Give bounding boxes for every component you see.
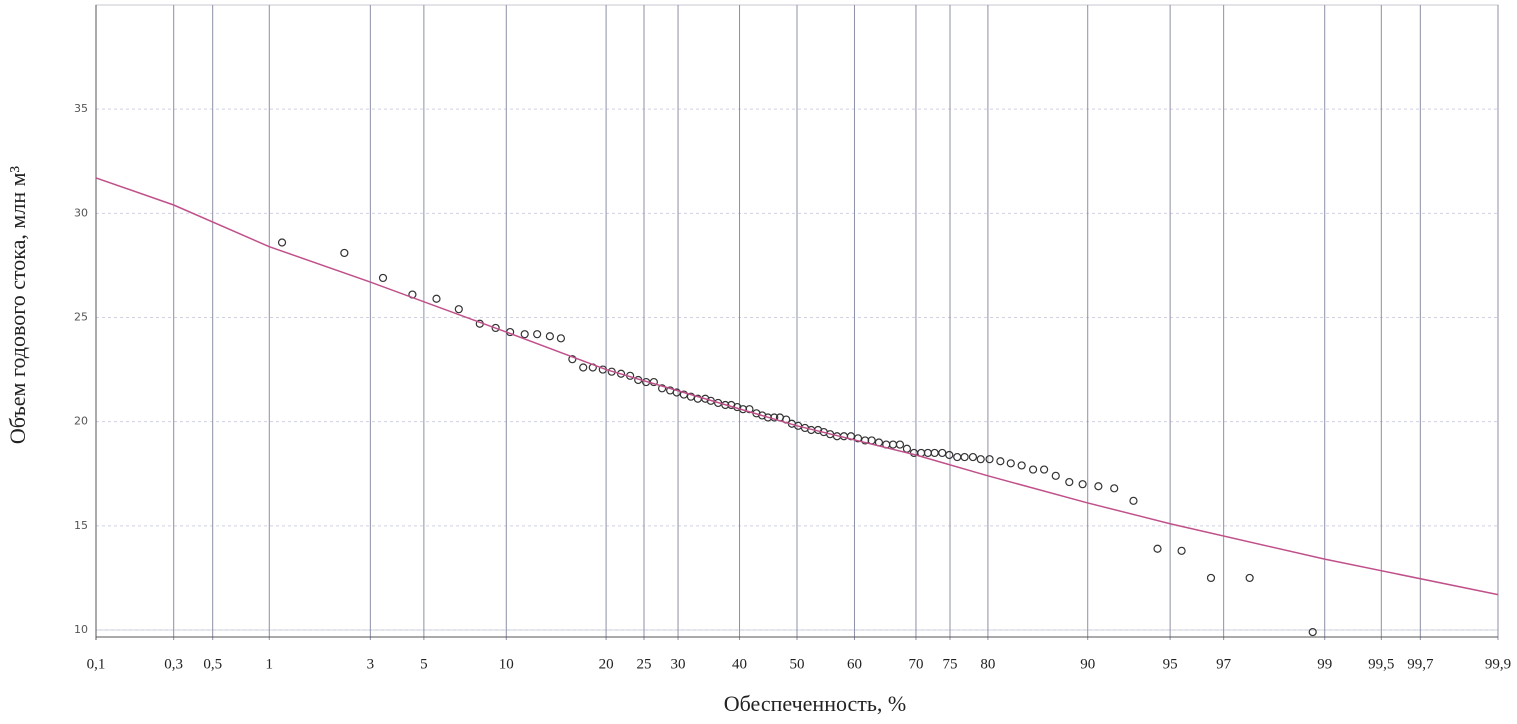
data-point: [491, 323, 500, 333]
data-point: [1006, 459, 1015, 468]
data-point: [1153, 544, 1162, 553]
x-tick-label: 99,9: [1485, 656, 1511, 672]
x-tick-label: 25: [636, 656, 651, 672]
y-tick-label: 15: [74, 519, 88, 532]
data-point: [996, 457, 1005, 466]
x-tick-label: 97: [1216, 656, 1232, 672]
data-point: [378, 273, 388, 283]
x-tick-label: 90: [1080, 656, 1095, 672]
data-point: [938, 448, 947, 458]
data-point: [533, 330, 542, 339]
x-tick-label: 1: [266, 656, 274, 672]
x-tick-label: 10: [499, 656, 514, 672]
data-point: [1308, 627, 1317, 637]
data-point: [1065, 477, 1074, 487]
x-tick-label: 80: [980, 656, 995, 672]
x-tick-label: 20: [599, 656, 614, 672]
data-point: [895, 440, 905, 449]
data-point: [432, 294, 441, 303]
data-point: [277, 238, 287, 247]
data-point: [960, 452, 969, 462]
x-tick-label: 0,5: [203, 656, 222, 672]
data-point: [1017, 461, 1026, 470]
x-tick-label: 0,3: [164, 656, 183, 672]
data-point: [930, 448, 939, 458]
data-point: [454, 305, 463, 314]
y-axis-title: Объем годового стока, млн м³: [5, 165, 30, 444]
x-tick-label: 99: [1317, 656, 1332, 672]
data-point: [976, 455, 985, 464]
x-tick-label: 60: [847, 656, 862, 672]
data-point: [902, 444, 912, 453]
data-point: [616, 369, 626, 378]
data-point: [1177, 546, 1186, 555]
y-tick-label: 30: [74, 206, 88, 219]
data-point: [1078, 480, 1087, 489]
x-tick-label: 0,1: [87, 656, 106, 672]
data-point: [758, 411, 767, 420]
data-point: [1110, 484, 1119, 493]
data-point: [745, 405, 754, 414]
y-tick-label: 10: [74, 623, 88, 636]
data-point: [520, 330, 529, 339]
data-point: [672, 388, 681, 397]
data-point: [340, 248, 349, 258]
x-tick-label: 40: [732, 656, 747, 672]
data-point: [1129, 496, 1138, 505]
data-point: [1028, 465, 1038, 474]
x-tick-label: 5: [420, 656, 428, 672]
x-tick-label: 95: [1163, 656, 1178, 672]
data-point: [657, 384, 667, 393]
x-axis-title: Обеспеченность, %: [724, 691, 907, 716]
data-point: [1206, 573, 1216, 583]
data-point: [701, 394, 710, 403]
data-point: [953, 452, 962, 462]
data-point: [1245, 573, 1254, 583]
y-tick-label: 35: [74, 102, 88, 115]
data-point: [945, 450, 954, 460]
data-point: [1051, 471, 1060, 480]
data-point: [853, 434, 863, 443]
data-point: [985, 455, 994, 464]
data-point: [579, 363, 588, 372]
x-tick-label: 99,7: [1407, 656, 1434, 672]
data-point: [923, 448, 932, 458]
x-tick-label: 3: [367, 656, 375, 672]
data-point: [545, 332, 554, 341]
fit-line: [95, 177, 1499, 596]
y-tick-label: 20: [74, 415, 88, 428]
data-point: [556, 334, 566, 343]
data-point: [1094, 482, 1103, 491]
data-point: [888, 440, 898, 449]
x-tick-label: 75: [943, 656, 958, 672]
x-tick-label: 70: [908, 656, 923, 672]
y-tick-label: 25: [74, 311, 88, 324]
data-point: [968, 452, 978, 462]
data-point: [568, 355, 577, 364]
x-tick-label: 30: [671, 656, 686, 672]
data-point: [763, 413, 773, 422]
data-point: [1040, 465, 1049, 474]
x-tick-label: 50: [790, 656, 805, 672]
x-tick-label: 99,5: [1368, 656, 1394, 672]
